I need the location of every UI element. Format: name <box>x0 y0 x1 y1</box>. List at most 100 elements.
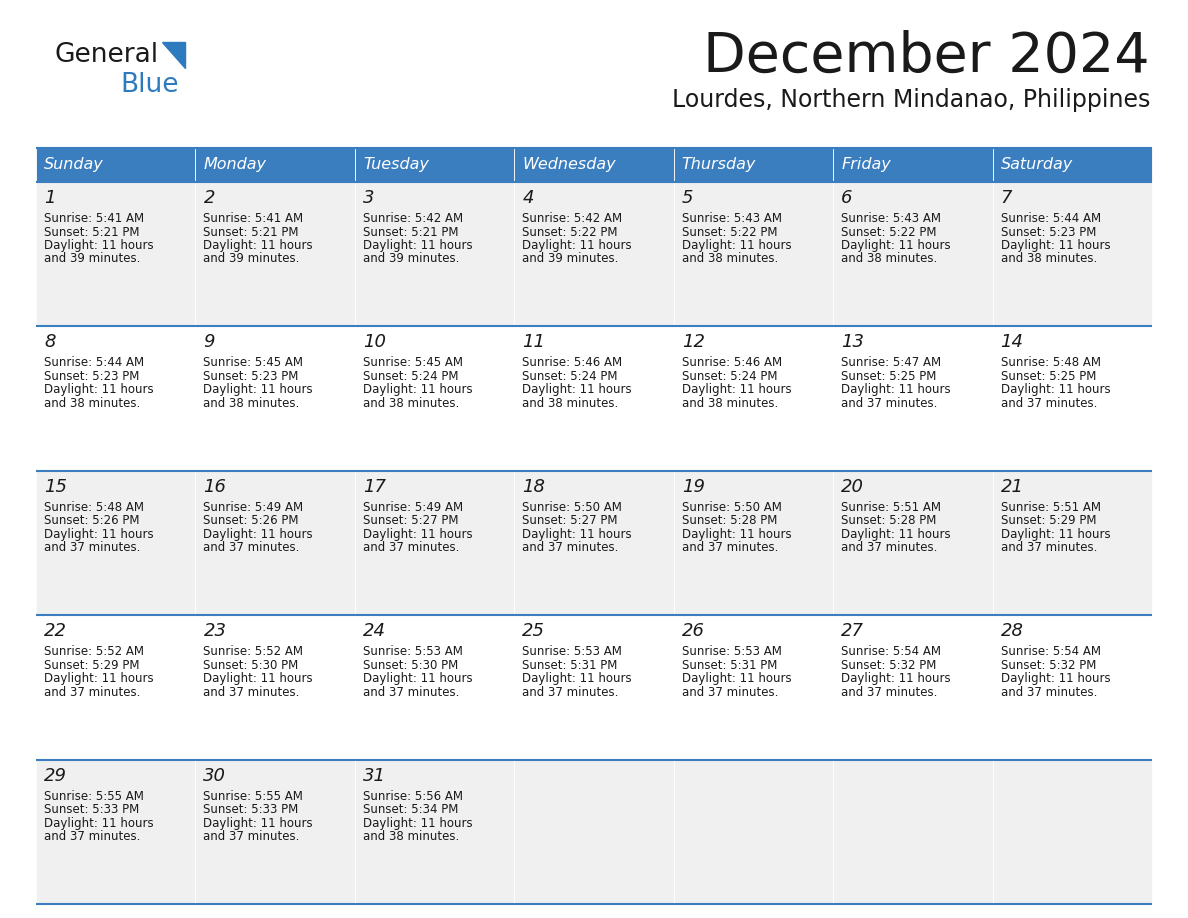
Text: Sunrise: 5:47 AM: Sunrise: 5:47 AM <box>841 356 941 369</box>
Bar <box>355 327 514 471</box>
Text: December 2024: December 2024 <box>703 30 1150 84</box>
Text: Sunrise: 5:55 AM: Sunrise: 5:55 AM <box>44 789 144 802</box>
Bar <box>196 471 355 615</box>
Text: 8: 8 <box>44 333 56 352</box>
Text: and 37 minutes.: and 37 minutes. <box>44 686 140 699</box>
Text: Sunset: 5:29 PM: Sunset: 5:29 PM <box>44 659 139 672</box>
Text: and 38 minutes.: and 38 minutes. <box>1000 252 1097 265</box>
Text: Blue: Blue <box>120 72 178 98</box>
Text: and 37 minutes.: and 37 minutes. <box>841 397 937 410</box>
Text: 9: 9 <box>203 333 215 352</box>
Text: 10: 10 <box>362 333 386 352</box>
Text: 7: 7 <box>1000 189 1012 207</box>
Text: Sunset: 5:24 PM: Sunset: 5:24 PM <box>523 370 618 383</box>
Text: Sunrise: 5:45 AM: Sunrise: 5:45 AM <box>203 356 303 369</box>
Text: Sunset: 5:21 PM: Sunset: 5:21 PM <box>362 226 459 239</box>
Text: and 37 minutes.: and 37 minutes. <box>44 542 140 554</box>
Text: 31: 31 <box>362 767 386 785</box>
Text: 2: 2 <box>203 189 215 207</box>
Text: 28: 28 <box>1000 622 1024 640</box>
Text: 11: 11 <box>523 333 545 352</box>
Text: Sunset: 5:34 PM: Sunset: 5:34 PM <box>362 803 459 816</box>
Text: 13: 13 <box>841 333 864 352</box>
Bar <box>833 182 992 327</box>
Text: Sunrise: 5:52 AM: Sunrise: 5:52 AM <box>44 645 144 658</box>
Bar <box>36 615 196 759</box>
Text: 26: 26 <box>682 622 704 640</box>
Text: and 37 minutes.: and 37 minutes. <box>203 830 299 843</box>
Text: and 37 minutes.: and 37 minutes. <box>44 830 140 843</box>
Text: Sunrise: 5:48 AM: Sunrise: 5:48 AM <box>44 501 144 514</box>
Bar <box>355 471 514 615</box>
Text: and 37 minutes.: and 37 minutes. <box>362 686 460 699</box>
Bar <box>355 148 514 182</box>
Text: 20: 20 <box>841 477 864 496</box>
Text: Sunrise: 5:46 AM: Sunrise: 5:46 AM <box>682 356 782 369</box>
Text: 6: 6 <box>841 189 853 207</box>
Text: Sunrise: 5:53 AM: Sunrise: 5:53 AM <box>362 645 463 658</box>
Text: Daylight: 11 hours: Daylight: 11 hours <box>841 672 950 685</box>
Text: Daylight: 11 hours: Daylight: 11 hours <box>362 239 473 252</box>
Bar <box>355 759 514 904</box>
Text: Sunset: 5:32 PM: Sunset: 5:32 PM <box>1000 659 1097 672</box>
Text: Daylight: 11 hours: Daylight: 11 hours <box>1000 672 1111 685</box>
Text: Daylight: 11 hours: Daylight: 11 hours <box>44 384 153 397</box>
Text: Daylight: 11 hours: Daylight: 11 hours <box>1000 384 1111 397</box>
Text: Sunrise: 5:49 AM: Sunrise: 5:49 AM <box>362 501 463 514</box>
Text: Sunset: 5:24 PM: Sunset: 5:24 PM <box>362 370 459 383</box>
Text: Daylight: 11 hours: Daylight: 11 hours <box>362 528 473 541</box>
Text: General: General <box>55 42 159 68</box>
Text: 16: 16 <box>203 477 227 496</box>
Text: 21: 21 <box>1000 477 1024 496</box>
Text: and 38 minutes.: and 38 minutes. <box>841 252 937 265</box>
Text: Daylight: 11 hours: Daylight: 11 hours <box>203 817 314 830</box>
Text: 27: 27 <box>841 622 864 640</box>
Text: 5: 5 <box>682 189 694 207</box>
Text: Daylight: 11 hours: Daylight: 11 hours <box>44 528 153 541</box>
Text: and 39 minutes.: and 39 minutes. <box>44 252 140 265</box>
Text: and 38 minutes.: and 38 minutes. <box>362 830 459 843</box>
Text: Sunset: 5:26 PM: Sunset: 5:26 PM <box>203 514 299 527</box>
Bar <box>674 615 833 759</box>
Text: Sunset: 5:30 PM: Sunset: 5:30 PM <box>203 659 298 672</box>
Text: Daylight: 11 hours: Daylight: 11 hours <box>203 672 314 685</box>
Text: Sunset: 5:30 PM: Sunset: 5:30 PM <box>362 659 459 672</box>
Bar <box>992 759 1152 904</box>
Bar <box>514 615 674 759</box>
Text: Daylight: 11 hours: Daylight: 11 hours <box>44 239 153 252</box>
Text: 23: 23 <box>203 622 227 640</box>
Bar <box>196 759 355 904</box>
Bar <box>355 615 514 759</box>
Text: Sunrise: 5:51 AM: Sunrise: 5:51 AM <box>841 501 941 514</box>
Bar <box>674 182 833 327</box>
Text: Sunrise: 5:43 AM: Sunrise: 5:43 AM <box>682 212 782 225</box>
Text: Sunrise: 5:50 AM: Sunrise: 5:50 AM <box>682 501 782 514</box>
Polygon shape <box>162 42 185 68</box>
Text: Sunrise: 5:42 AM: Sunrise: 5:42 AM <box>362 212 463 225</box>
Text: Friday: Friday <box>841 158 891 173</box>
Bar <box>833 471 992 615</box>
Text: and 39 minutes.: and 39 minutes. <box>362 252 460 265</box>
Text: Daylight: 11 hours: Daylight: 11 hours <box>1000 528 1111 541</box>
Text: Sunset: 5:22 PM: Sunset: 5:22 PM <box>682 226 777 239</box>
Text: Sunset: 5:24 PM: Sunset: 5:24 PM <box>682 370 777 383</box>
Text: Sunset: 5:27 PM: Sunset: 5:27 PM <box>362 514 459 527</box>
Text: and 37 minutes.: and 37 minutes. <box>682 542 778 554</box>
Text: Daylight: 11 hours: Daylight: 11 hours <box>523 239 632 252</box>
Text: Sunset: 5:21 PM: Sunset: 5:21 PM <box>44 226 139 239</box>
Text: Sunrise: 5:41 AM: Sunrise: 5:41 AM <box>203 212 304 225</box>
Text: Sunrise: 5:53 AM: Sunrise: 5:53 AM <box>682 645 782 658</box>
Text: Sunset: 5:33 PM: Sunset: 5:33 PM <box>44 803 139 816</box>
Text: Daylight: 11 hours: Daylight: 11 hours <box>682 384 791 397</box>
Text: and 37 minutes.: and 37 minutes. <box>1000 397 1097 410</box>
Text: Sunset: 5:27 PM: Sunset: 5:27 PM <box>523 514 618 527</box>
Bar <box>36 471 196 615</box>
Text: Sunset: 5:22 PM: Sunset: 5:22 PM <box>523 226 618 239</box>
Text: and 37 minutes.: and 37 minutes. <box>1000 542 1097 554</box>
Text: Sunrise: 5:51 AM: Sunrise: 5:51 AM <box>1000 501 1100 514</box>
Text: Sunset: 5:25 PM: Sunset: 5:25 PM <box>841 370 936 383</box>
Text: Daylight: 11 hours: Daylight: 11 hours <box>841 239 950 252</box>
Bar <box>833 148 992 182</box>
Bar <box>674 759 833 904</box>
Text: Sunrise: 5:46 AM: Sunrise: 5:46 AM <box>523 356 623 369</box>
